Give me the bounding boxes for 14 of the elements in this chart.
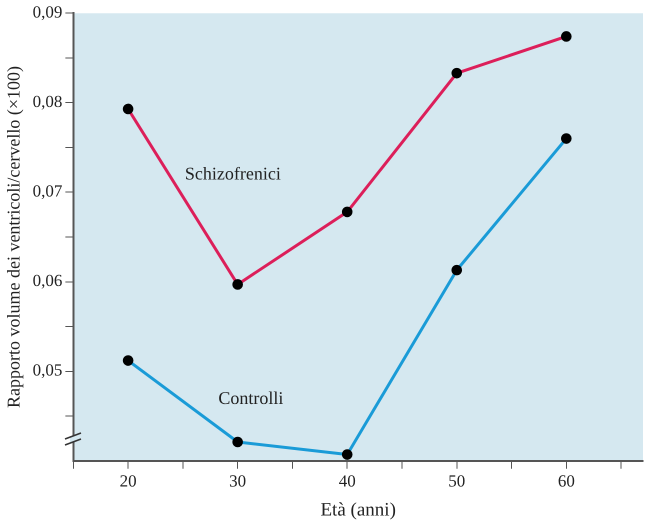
y-axis-title: Rapporto volume dei ventricoli/cervello (×100) [4, 66, 24, 408]
x-tick-label: 40 [338, 471, 356, 490]
y-tick-label: 0,07 [32, 182, 63, 201]
series-label: Schizofrenici [184, 163, 281, 184]
x-tick-label: 60 [558, 471, 575, 490]
series-label: Controlli [218, 388, 284, 408]
y-tick-label: 0,06 [32, 271, 62, 290]
y-tick-label: 0,08 [32, 92, 62, 112]
x-axis-title: Età (anni) [320, 500, 396, 521]
y-tick-label: 0,09 [32, 2, 62, 22]
x-tick-label: 20 [120, 471, 137, 490]
x-tick-label: 30 [229, 471, 246, 490]
y-tick-label: 0,05 [32, 360, 62, 380]
x-tick-label: 50 [448, 471, 466, 490]
